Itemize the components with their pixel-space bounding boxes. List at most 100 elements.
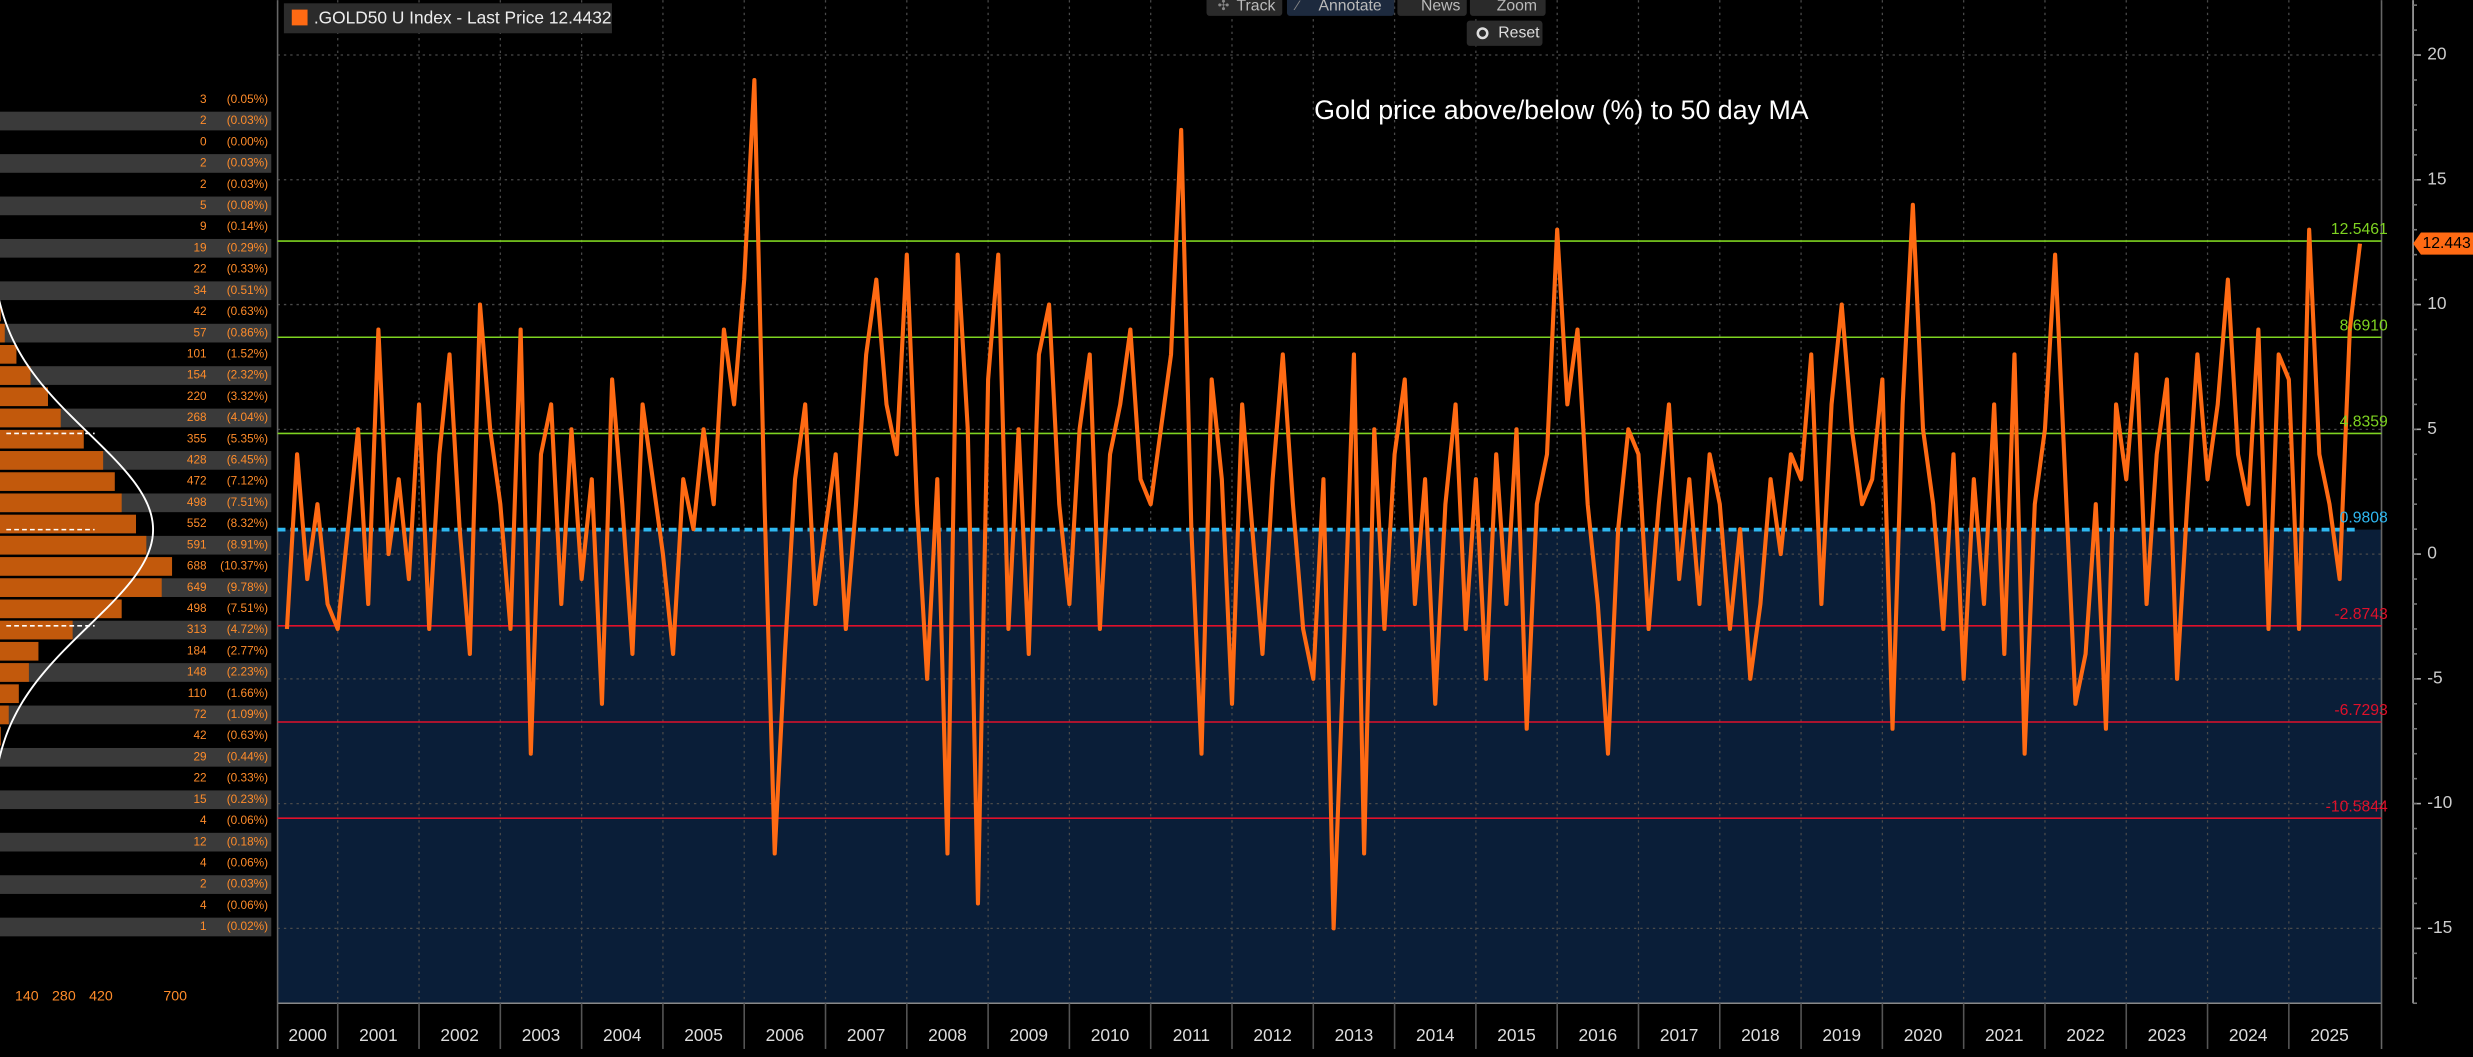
histogram-row: [0, 366, 272, 385]
percent-label: (0.06%): [227, 898, 268, 912]
track-button[interactable]: [1206, 0, 1283, 16]
count-label: 1: [200, 919, 207, 933]
histogram-row: [0, 175, 272, 195]
count-label: 72: [193, 707, 206, 721]
percent-label: (2.23%): [227, 665, 268, 679]
histogram-bar: [0, 451, 104, 470]
histogram-bar: [0, 705, 9, 725]
histogram-tick-label: 420: [89, 989, 113, 1005]
zoom-label[interactable]: Zoom: [1497, 0, 1537, 15]
histogram-tick-label: 280: [52, 989, 76, 1005]
count-label: 57: [193, 325, 206, 339]
x-tick-label: 2015: [1497, 1025, 1536, 1045]
histogram: 1 (0.02%) 4 (0.06%) 2 (0.03%) 4 (0.06%) 12 (0.18%…: [0, 90, 272, 1005]
annotate-label[interactable]: Annotate: [1319, 0, 1382, 15]
histogram-bar: [0, 641, 39, 661]
percent-label: (0.33%): [227, 262, 268, 276]
count-label: 649: [187, 580, 207, 594]
x-tick-label: 2017: [1660, 1025, 1699, 1045]
histogram-row: [0, 111, 272, 131]
histogram-row: [0, 875, 272, 894]
histogram-row: [0, 917, 272, 937]
last-price-tag-bg: [2413, 232, 2473, 255]
histogram-row: [0, 90, 272, 110]
percent-label: (0.05%): [227, 92, 268, 106]
count-label: 428: [187, 453, 207, 467]
percent-label: (0.06%): [227, 813, 268, 827]
x-tick-label: 2020: [1904, 1025, 1943, 1045]
track-label[interactable]: Track: [1237, 0, 1276, 15]
news-label[interactable]: News: [1421, 0, 1461, 15]
count-label: 498: [187, 495, 207, 509]
percent-label: (9.78%): [227, 580, 268, 594]
count-label: 591: [187, 537, 207, 551]
percent-label: (0.00%): [227, 134, 268, 148]
percent-label: (2.32%): [227, 368, 268, 382]
percent-label: (0.23%): [227, 792, 268, 806]
count-label: 42: [193, 304, 206, 318]
count-label: 5: [200, 198, 207, 212]
percent-label: (0.29%): [227, 240, 268, 254]
percent-label: (2.77%): [227, 643, 268, 657]
count-label: 29: [193, 749, 207, 763]
x-tick-label: 2008: [928, 1025, 967, 1045]
x-tick-label: 2018: [1741, 1025, 1780, 1045]
percent-label: (7.51%): [227, 495, 268, 509]
histogram-bar: [0, 514, 137, 534]
x-tick-label: 2023: [2148, 1025, 2187, 1045]
x-tick-label: 2007: [847, 1025, 886, 1045]
reset-label[interactable]: Reset: [1498, 24, 1540, 41]
percent-label: (6.45%): [227, 453, 268, 467]
news-button[interactable]: [1397, 0, 1467, 16]
annotate-button[interactable]: [1286, 0, 1395, 16]
count-label: 148: [187, 665, 207, 679]
reference-label: 12.5461: [2331, 221, 2388, 238]
histogram-row: [0, 747, 272, 767]
count-label: 154: [187, 368, 207, 382]
count-label: 472: [187, 474, 207, 488]
percent-label: (0.03%): [227, 113, 268, 127]
reference-label: -2.8743: [2334, 606, 2388, 623]
y-tick-label: 5: [2427, 418, 2437, 438]
histogram-row: [0, 302, 272, 322]
zoom-button[interactable]: [1469, 0, 1546, 16]
histogram-bar: [0, 493, 122, 513]
percent-label: (0.03%): [227, 156, 268, 170]
count-label: 4: [200, 813, 207, 827]
y-tick-label: 0: [2427, 543, 2437, 563]
histogram-bar: [0, 620, 73, 640]
percent-label: (0.02%): [227, 919, 268, 933]
legend-bg: [283, 3, 612, 34]
histogram-row: [0, 705, 272, 725]
reset-button[interactable]: [1466, 20, 1543, 46]
count-label: 0: [200, 134, 207, 148]
histogram-row: [0, 769, 272, 788]
x-tick-label: 2022: [2066, 1025, 2105, 1045]
reference-label: -6.7293: [2334, 702, 2388, 719]
histogram-bar: [0, 684, 19, 704]
percent-label: (0.44%): [227, 749, 268, 763]
count-label: 2: [200, 877, 207, 891]
percent-label: (0.06%): [227, 855, 268, 869]
reset-icon: [1476, 27, 1489, 40]
histogram-row: [0, 811, 272, 831]
histogram-bar: [0, 345, 17, 364]
reference-label: 8.6910: [2340, 317, 2388, 334]
count-label: 34: [193, 283, 207, 297]
y-tick-label: -10: [2427, 792, 2452, 812]
histogram-bar: [0, 726, 1, 746]
histogram-row: [0, 323, 272, 343]
x-tick-label: 2014: [1416, 1025, 1455, 1045]
x-tick-label: 2019: [1822, 1025, 1861, 1045]
percent-label: (1.66%): [227, 686, 268, 700]
histogram-row: [0, 832, 272, 852]
x-tick-label: 2013: [1335, 1025, 1374, 1045]
count-label: 22: [193, 262, 206, 276]
histogram-row: [0, 154, 272, 173]
last-price-tag: 12.443: [2423, 235, 2471, 252]
percent-label: (1.09%): [227, 707, 268, 721]
histogram-bar: [0, 535, 147, 555]
